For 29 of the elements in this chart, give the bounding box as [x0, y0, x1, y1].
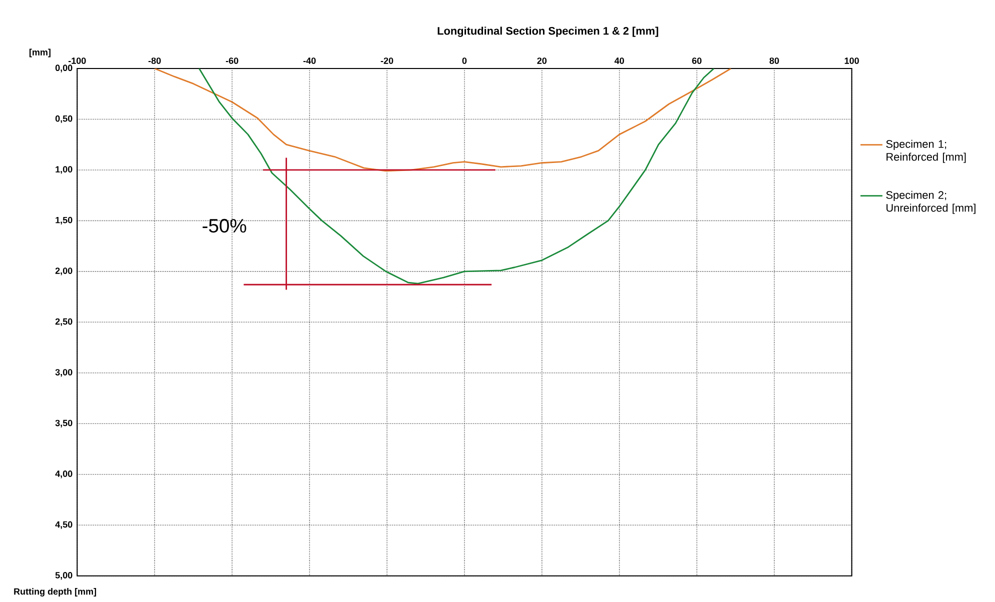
- y-tick-label: 3,00: [55, 369, 72, 377]
- x-tick-label: 0: [462, 58, 467, 64]
- y-tick-label: 0,50: [55, 115, 72, 124]
- y-tick-label: 4,00: [55, 470, 72, 478]
- y-tick-label: 2,00: [55, 268, 72, 276]
- y-tick-label: 1,50: [56, 216, 72, 225]
- y-tick-label: 3,50: [55, 420, 72, 428]
- x-tick-label: -80: [148, 58, 161, 64]
- y-tick-label: 2,50: [55, 318, 72, 326]
- legend-label: Specimen 1; Reinforced [mm]: [886, 140, 966, 163]
- y-tick-label: 5,00: [55, 572, 72, 580]
- x-tick-label: 100: [844, 58, 859, 64]
- legend-label: Specimen 2; Unreinforced [mm]: [886, 190, 976, 214]
- y-axis-title: Rutting depth [mm]: [14, 588, 96, 597]
- annotation: -50%: [202, 218, 246, 233]
- x-tick-label: 40: [614, 58, 624, 64]
- line-series: [198, 68, 715, 284]
- x-tick-label: -40: [303, 58, 316, 64]
- y-tick-label: 1,00: [56, 166, 72, 174]
- x-tick-label: 60: [692, 58, 702, 64]
- x-tick-label: -100: [68, 58, 86, 64]
- y-tick-label: 0,00: [55, 64, 72, 72]
- x-tick-label: -60: [226, 58, 238, 64]
- x-tick-label: 80: [770, 58, 779, 64]
- y-tick-label: 4,50: [55, 521, 72, 530]
- x-tick-label: 20: [537, 58, 547, 64]
- x-axis-title: [mm]: [29, 48, 50, 58]
- x-tick-label: -20: [380, 58, 394, 64]
- chart-title: Longitudinal Section Specimen 1 & 2 [mm]: [438, 26, 658, 37]
